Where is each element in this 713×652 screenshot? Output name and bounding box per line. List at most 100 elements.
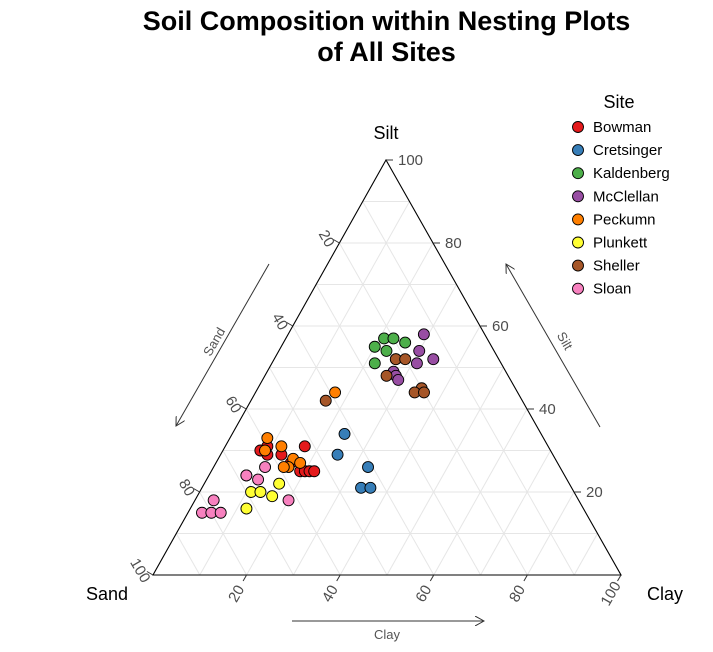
grid-line-sand (362, 201, 575, 576)
point-plunkett (254, 486, 267, 498)
legend-swatch-kaldenberg (572, 167, 584, 180)
grid-line-sand (199, 491, 248, 576)
tick-label-silt: 20 (586, 484, 603, 501)
legend-swatch-bowman (572, 121, 584, 133)
legend-label-bowman: Bowman (593, 119, 651, 136)
point-sheller (418, 386, 430, 399)
tick-label-clay: 40 (319, 582, 342, 605)
point-sloan (240, 469, 253, 482)
grid-line-sand (222, 450, 294, 576)
tick-label-sand: 80 (175, 476, 198, 499)
tick-mark-clay (617, 574, 622, 582)
triangle-border (152, 158, 622, 576)
grid-line-clay (433, 408, 528, 576)
point-peckumn (277, 461, 290, 474)
grid-lines (175, 201, 598, 576)
tick-label-sand: 100 (126, 556, 153, 586)
point-peckumn (259, 444, 271, 457)
tick-mark-sand (239, 405, 247, 410)
point-plunkett (266, 490, 279, 503)
point-sloan (252, 473, 265, 486)
point-mcclellan (410, 357, 423, 370)
legend-label-sheller: Sheller (593, 258, 640, 275)
axis-ticks: 20 20 20 40 40 40 60 60 60 80 80 80 100 100 100 (126, 152, 624, 609)
axis-title-silt: Silt (554, 329, 576, 352)
legend-swatch-cretsinger (572, 144, 584, 157)
point-peckumn (329, 386, 342, 399)
tick-label-sand: 20 (315, 227, 338, 250)
tick-label-sand: 60 (222, 393, 245, 416)
legend-label-kaldenberg: Kaldenberg (593, 165, 670, 182)
tick-label-silt: 100 (398, 152, 423, 169)
axis-arrows (176, 263, 601, 621)
point-plunkett (240, 502, 253, 515)
tick-label-sand: 40 (268, 310, 291, 333)
grid-line-clay (573, 533, 598, 576)
legend-label-sloan: Sloan (593, 281, 631, 298)
point-kaldenberg (399, 336, 412, 349)
point-cretsinger (338, 427, 351, 440)
tick-label-silt: 80 (445, 235, 462, 252)
grid-line-clay (199, 201, 410, 576)
vertex-label-silt: Silt (373, 123, 398, 143)
grid-line-clay (480, 450, 551, 576)
sand-arrow (176, 263, 270, 426)
grid-line-sand (269, 367, 388, 576)
tick-mark-clay (336, 574, 341, 582)
point-kaldenberg (380, 344, 393, 357)
point-sloan (207, 494, 220, 507)
legend-swatch-sloan (572, 282, 584, 295)
point-cretsinger (362, 461, 374, 474)
point-cretsinger (364, 481, 377, 494)
point-bowman (298, 440, 311, 453)
chart-title: Soil Composition within Nesting Plots of… (0, 6, 713, 68)
point-kaldenberg (368, 340, 381, 353)
legend: Site Bowman Cretsinger Kaldenberg McClellan… (572, 92, 670, 298)
chart-title-line-1: Soil Composition within Nesting Plots (142, 6, 631, 36)
tick-label-clay: 60 (412, 582, 435, 605)
tick-label-silt: 60 (492, 318, 509, 335)
point-sheller (319, 394, 332, 407)
point-peckumn (294, 457, 307, 469)
point-kaldenberg (368, 357, 381, 370)
tick-label-clay: 100 (597, 579, 624, 609)
legend-title: Site (603, 92, 634, 112)
tick-mark-clay (429, 574, 435, 582)
point-plunkett (273, 477, 286, 490)
point-sloan (259, 461, 272, 474)
grid-line-clay (386, 367, 504, 576)
grid-line-clay (292, 284, 457, 576)
point-sloan (282, 494, 295, 507)
tick-mark-clay (523, 574, 528, 582)
tick-label-clay: 20 (225, 582, 248, 605)
legend-label-mcclellan: McClellan (593, 188, 659, 205)
chart-title-line-2: of All Sites (317, 37, 456, 67)
point-sheller (399, 353, 412, 366)
point-mcclellan (427, 353, 440, 366)
point-sloan (214, 506, 227, 519)
grid-line-clay (526, 491, 575, 576)
point-mcclellan (392, 374, 405, 386)
point-peckumn (261, 432, 274, 444)
tick-mark-clay (242, 574, 248, 582)
legend-swatch-plunkett (572, 236, 584, 249)
point-kaldenberg (387, 332, 400, 345)
axis-title-clay: Clay (374, 627, 401, 642)
tick-label-clay: 80 (506, 582, 529, 605)
vertex-label-clay: Clay (647, 584, 683, 604)
point-mcclellan (417, 328, 430, 341)
point-peckumn (275, 440, 288, 453)
point-mcclellan (413, 344, 426, 357)
legend-label-peckumn: Peckumn (593, 211, 656, 228)
grid-line-sand (175, 533, 201, 576)
tick-mark-sand (146, 571, 154, 576)
legend-swatch-peckumn (572, 213, 584, 226)
point-bowman (308, 465, 321, 478)
legend-label-cretsinger: Cretsinger (593, 142, 662, 159)
vertex-label-sand: Sand (86, 584, 128, 604)
legend-swatch-sheller (572, 259, 584, 272)
point-cretsinger (331, 448, 344, 461)
data-points (196, 328, 440, 519)
silt-arrow (506, 264, 601, 428)
